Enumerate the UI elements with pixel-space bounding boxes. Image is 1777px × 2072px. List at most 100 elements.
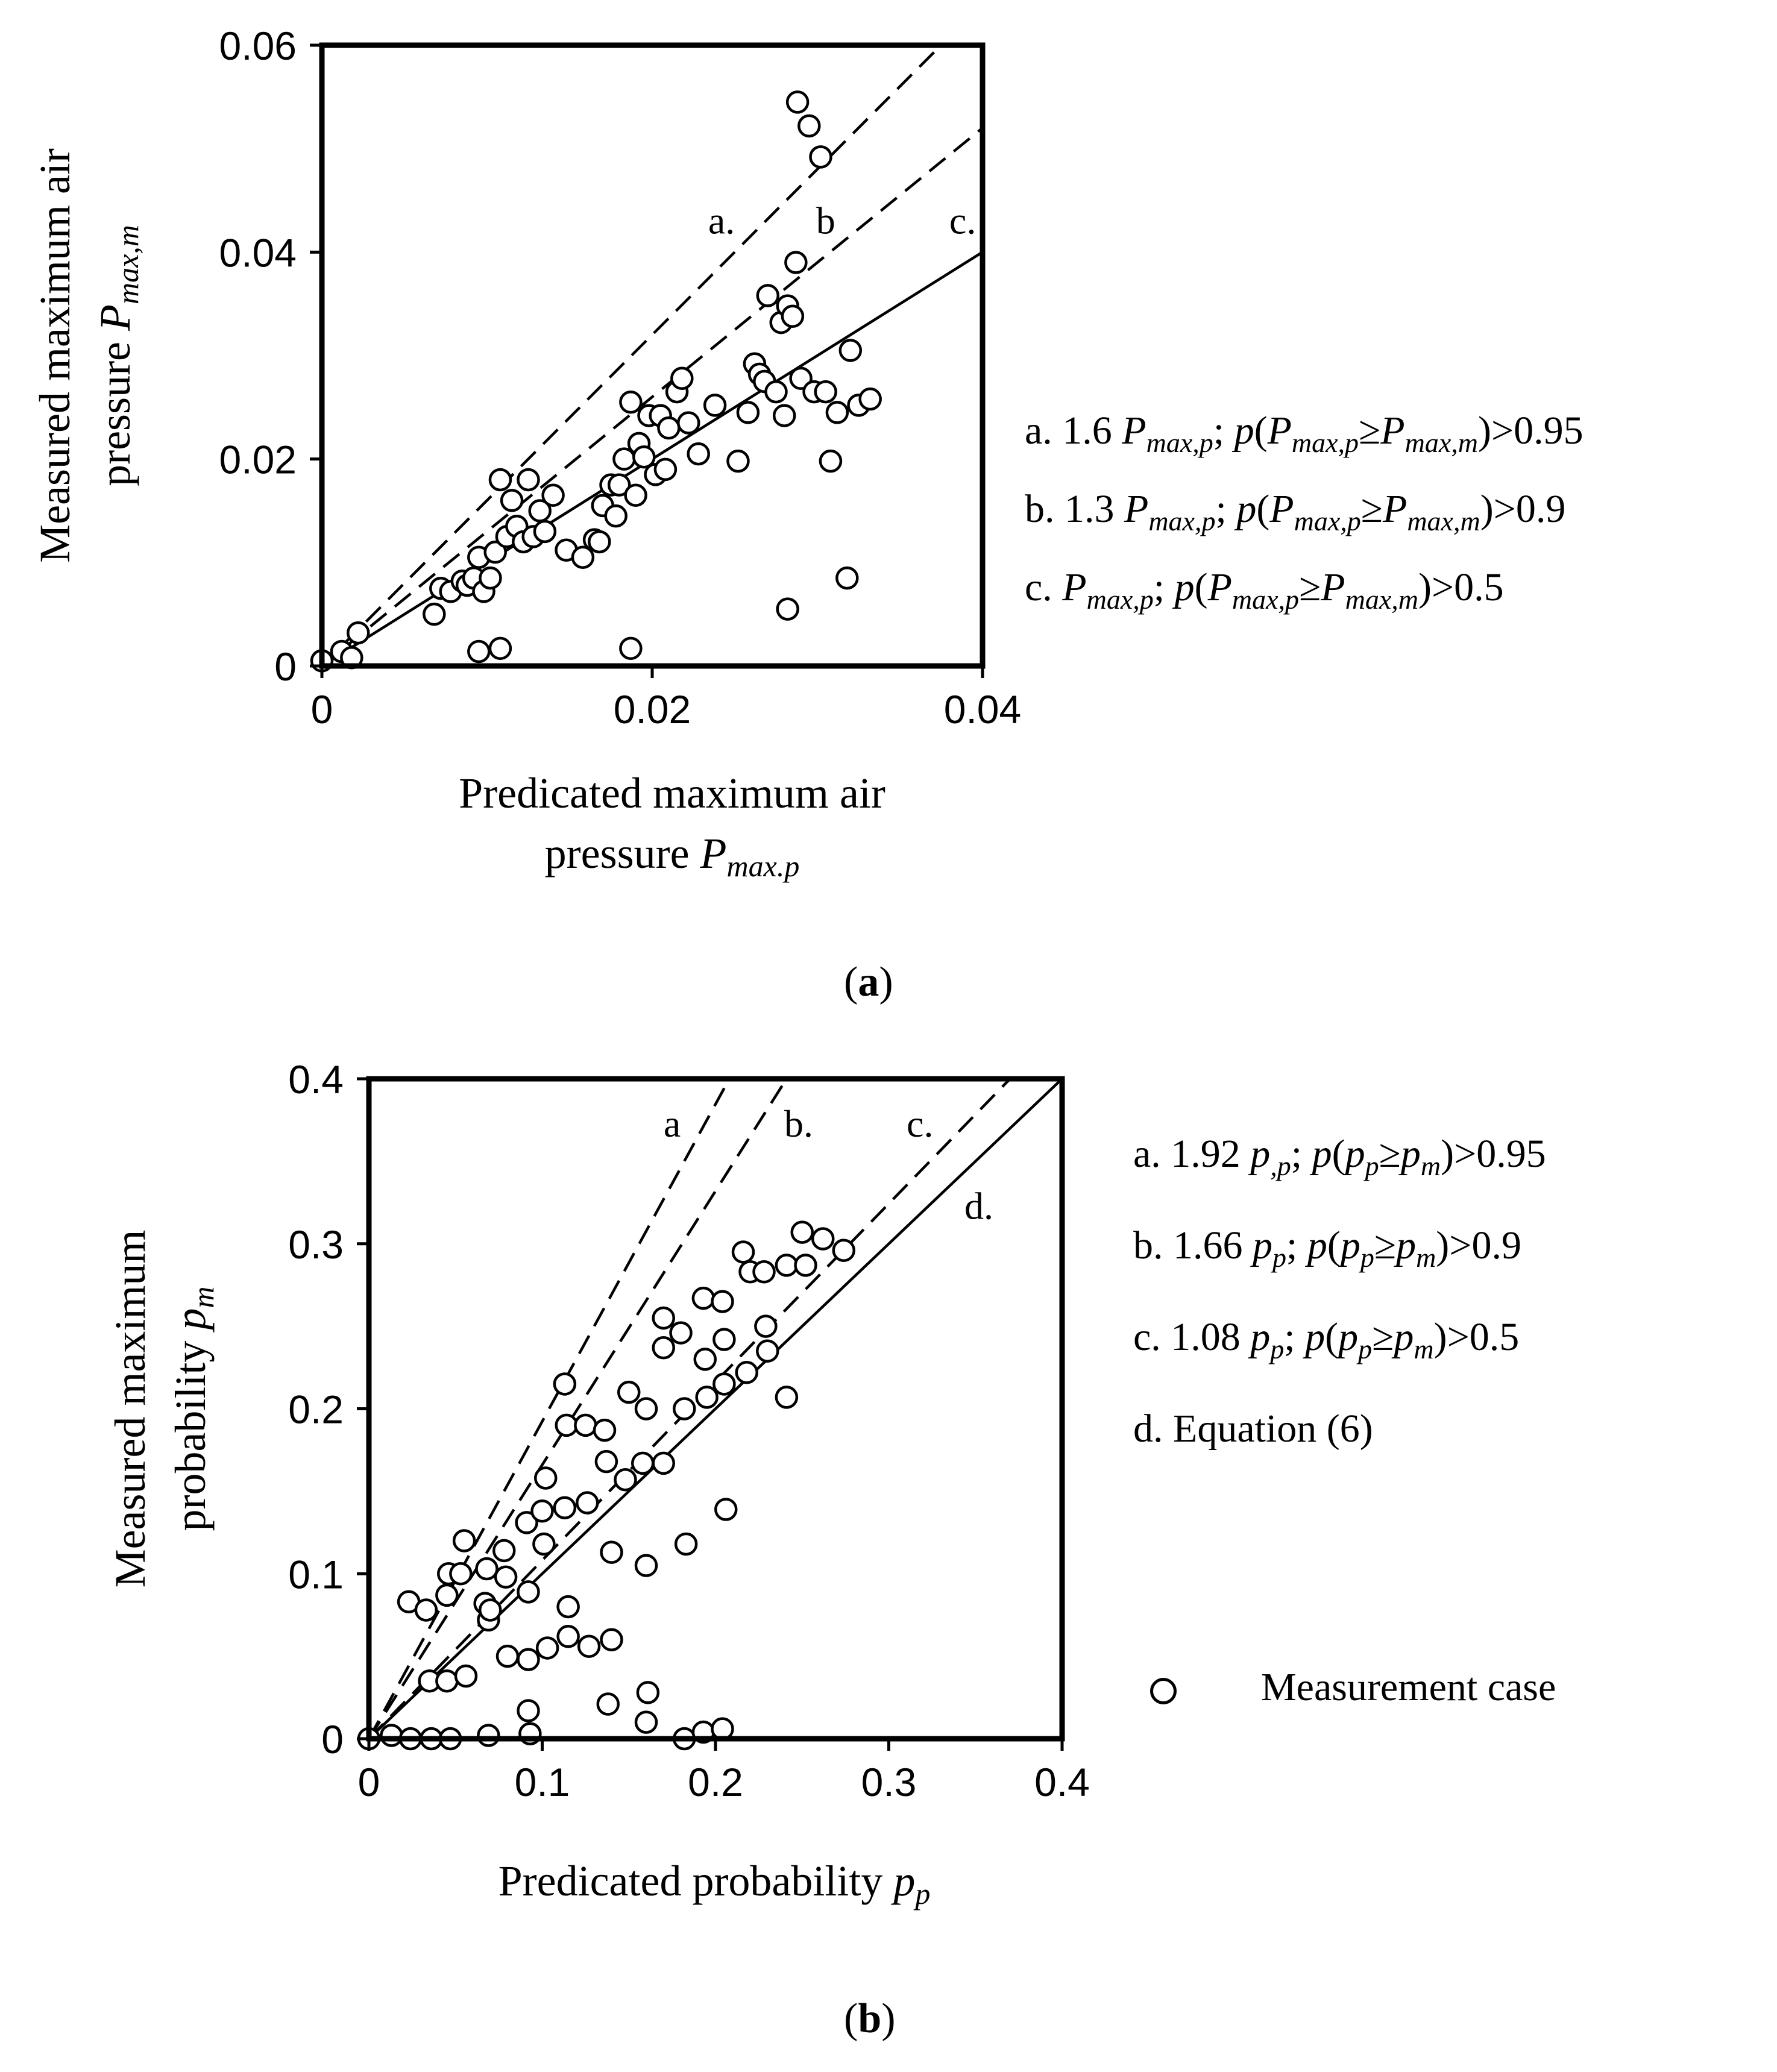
data-point <box>541 483 565 507</box>
data-point <box>756 1339 779 1363</box>
line-label-d: d. <box>964 1185 993 1228</box>
y-tick-label: 0.04 <box>219 230 297 275</box>
x-axis-label-line: pressure Pmax.p <box>545 829 800 883</box>
data-point <box>695 1386 719 1409</box>
data-point <box>657 416 681 440</box>
data-point <box>414 1598 438 1622</box>
legend-b-item: a. 1.92 p,p; p(pp≥pm)>0.95 <box>1133 1132 1546 1182</box>
data-point <box>619 636 643 661</box>
data-point <box>636 1681 660 1704</box>
line-label-b: b <box>816 199 835 242</box>
legend-a-item: b. 1.3 Pmax,p; p(Pmax,p≥Pmax,m)>0.9 <box>1025 487 1566 537</box>
data-point <box>735 1361 758 1384</box>
plot-frame <box>319 42 986 669</box>
data-point <box>674 1532 698 1556</box>
data-point <box>677 411 700 435</box>
line-label-c: c. <box>949 199 976 242</box>
data-point <box>819 449 843 473</box>
line-b <box>369 1079 788 1739</box>
data-point <box>858 387 882 411</box>
data-point <box>571 545 595 569</box>
data-point <box>785 90 810 114</box>
data-point <box>517 468 540 492</box>
data-point <box>789 366 813 391</box>
legend-b-equation: d. Equation (6) <box>1133 1407 1373 1451</box>
data-point <box>483 540 507 564</box>
x-axis-label-line: Predicated maximum air <box>459 769 885 817</box>
data-point <box>624 483 647 507</box>
data-point <box>619 391 643 414</box>
data-point <box>632 445 656 469</box>
data-point <box>670 366 694 391</box>
data-point <box>556 1625 580 1648</box>
data-point <box>790 1220 814 1244</box>
data-point <box>794 1254 817 1277</box>
data-point <box>634 1397 658 1421</box>
data-point <box>764 380 788 404</box>
data-point <box>574 1413 597 1437</box>
data-point <box>634 1710 658 1734</box>
data-point <box>814 380 837 404</box>
y-tick-label: 0.4 <box>288 1057 344 1102</box>
data-point <box>712 1372 736 1396</box>
data-point <box>423 602 446 626</box>
data-point <box>772 404 796 427</box>
data-point <box>517 1699 540 1722</box>
caption-a: (a) <box>844 959 893 1005</box>
data-point <box>797 114 821 138</box>
data-point <box>652 1336 675 1360</box>
x-tick-label: 0.3 <box>861 1760 917 1804</box>
legend-a-item: c. Pmax,p; p(Pmax,p≥Pmax,m)>0.5 <box>1025 565 1504 615</box>
x-tick-label: 0.04 <box>944 687 1021 732</box>
data-point <box>652 1451 675 1475</box>
data-point <box>653 457 678 482</box>
x-tick-label: 0.02 <box>614 687 691 732</box>
data-point <box>380 1724 403 1747</box>
data-point <box>687 442 710 466</box>
data-point <box>435 1583 459 1607</box>
line-c <box>369 1079 1011 1739</box>
line-label-b: b. <box>784 1102 813 1145</box>
data-point <box>500 489 524 512</box>
marker-icon <box>1150 1677 1177 1704</box>
data-point <box>703 394 727 417</box>
data-point <box>454 1664 478 1688</box>
data-point <box>711 1717 734 1741</box>
data-point <box>775 1254 799 1277</box>
data-point <box>594 1449 618 1474</box>
data-point <box>775 1386 799 1409</box>
x-axis-label-line: Predicated probability pp <box>499 1857 931 1910</box>
chart-b: a b. c. d. 0 0.1 0.2 0.3 0.4 0 0.1 0.2 0.3 0.4 Predica… <box>106 1057 1090 1910</box>
data-point <box>553 1496 577 1519</box>
y-axis-label-line: probability pm <box>166 1286 220 1531</box>
data-point <box>475 1557 499 1581</box>
y-tick-label: 0.2 <box>288 1387 344 1432</box>
data-point <box>467 639 491 664</box>
data-point <box>488 636 512 661</box>
data-point <box>492 1539 516 1563</box>
data-point <box>588 530 611 554</box>
data-point <box>535 1636 559 1660</box>
data-point <box>617 1380 641 1404</box>
data-point <box>752 1260 776 1284</box>
data-point <box>517 1648 540 1671</box>
data-point <box>835 566 859 590</box>
data-point <box>614 1468 637 1492</box>
legend-b-marker-row: Measurement case <box>1150 1668 1556 1707</box>
data-point <box>693 1348 717 1371</box>
data-point <box>634 1554 658 1577</box>
data-point <box>576 1491 599 1515</box>
line-b <box>322 127 983 666</box>
line-label-a: a. <box>708 199 735 242</box>
data-point <box>477 1724 500 1747</box>
data-point <box>435 1669 459 1693</box>
y-tick-label: 0.06 <box>219 24 297 68</box>
legend-b-item: b. 1.66 pp; p(pp≥pm)>0.9 <box>1133 1223 1521 1273</box>
data-point <box>691 1286 716 1310</box>
data-point <box>809 145 832 169</box>
data-point <box>652 1306 675 1330</box>
data-point <box>347 621 370 645</box>
data-point <box>754 1314 778 1338</box>
data-point <box>784 251 808 274</box>
